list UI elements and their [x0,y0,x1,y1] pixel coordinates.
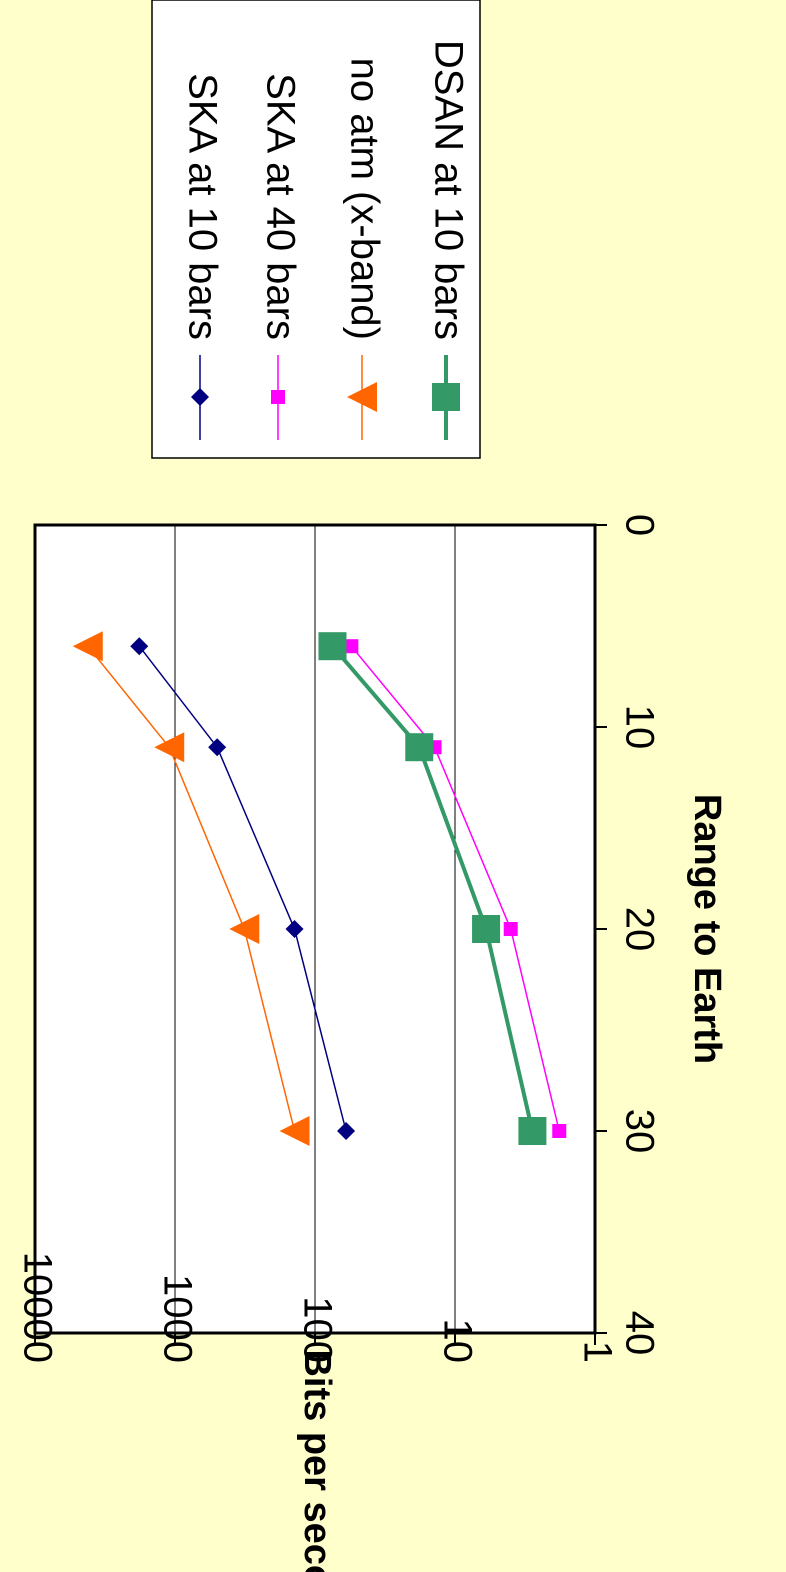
y-tick-label: 1000 [155,1274,199,1363]
data-point [405,733,434,762]
legend-label: DSAN at 10 bars [426,40,470,340]
legend-label: no atm (x-band) [342,58,386,340]
data-point [72,631,103,662]
x-tick-label: 0 [617,514,661,536]
data-point [130,637,149,656]
legend-marker [191,388,209,406]
legend: SKA at 10 bars SKA at 40 bars no atm (x-ba… [151,0,481,459]
legend-marker [347,382,377,412]
x-tick-label: 30 [617,1109,661,1154]
data-point [344,639,359,654]
legend-marker [271,390,285,404]
plot-area: 1 10 100 1000 10000 0 10 20 30 40 Bits per second R… [15,514,728,1572]
legend-label: SKA at 10 bars [180,73,224,340]
y-tick-label: 10000 [15,1252,59,1363]
legend-marker [432,383,460,411]
data-point [503,922,518,936]
series-line [350,645,560,1132]
data-point [472,915,501,943]
y-tick-label: 1 [575,1341,619,1363]
x-tick-label: 20 [617,907,661,952]
y-axis-title: Bits per second [296,1349,338,1572]
data-point [337,1122,356,1140]
data-point [208,738,227,757]
data-point [154,732,185,763]
data-point [285,920,304,938]
y-tick-label: 100 [295,1296,339,1363]
data-point [279,1116,310,1146]
data-point [518,1117,547,1145]
x-axis-title: Range to Earth [686,794,728,1064]
series-2 [344,639,567,1138]
data-point [552,1124,567,1138]
series-line [138,645,347,1132]
legend-label: SKA at 40 bars [258,73,302,340]
series-line [330,644,535,1132]
series-line [87,645,296,1132]
x-tick-label: 10 [617,705,661,750]
x-tick-label: 40 [617,1311,661,1356]
legend-box [151,0,481,459]
y-tick-label: 10 [435,1319,479,1364]
series-1 [130,637,356,1140]
series-4 [318,632,547,1145]
series-3 [72,631,310,1146]
data-point [318,632,347,661]
data-point [229,914,260,944]
